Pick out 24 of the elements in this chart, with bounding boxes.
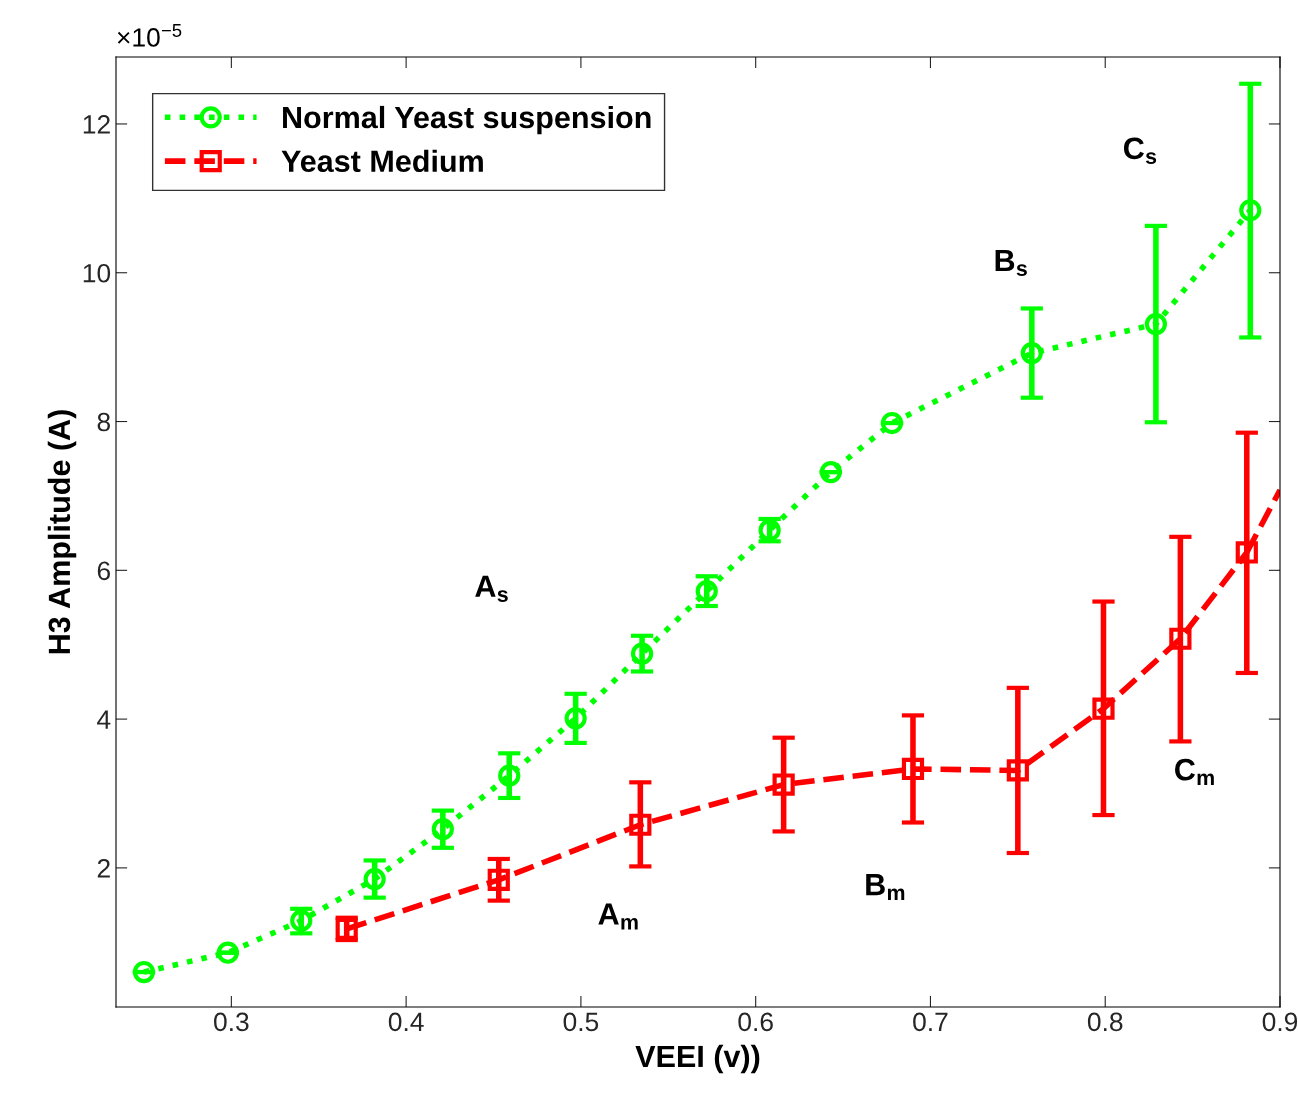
- annotation: B$_{m}$: [866, 874, 905, 900]
- annotation: C$_{s}$: [1124, 137, 1157, 164]
- y-tick-label: 2: [97, 859, 110, 878]
- legend-label: Yeast Medium: [281, 149, 483, 173]
- x-tick-label: 0.9: [1262, 1012, 1298, 1032]
- y-tick-label: 12: [83, 115, 110, 134]
- x-tick-label: 0.8: [1087, 1012, 1123, 1032]
- text: ×10$^{−5}$: [117, 24, 182, 47]
- x-tick-label: 0.5: [563, 1012, 599, 1032]
- legend-label: Normal Yeast suspension: [283, 105, 651, 135]
- y-tick-label: 6: [97, 561, 110, 581]
- annotation: A$_{s}$: [475, 575, 508, 602]
- x-axis-title: VEEI (v)): [635, 1044, 760, 1074]
- annotation: C$_{m}$: [1175, 758, 1214, 786]
- y-tick-label: 4: [97, 710, 111, 729]
- y-axis-title: H3 Amplitude (A): [47, 410, 77, 654]
- annotation: B$_{s}$: [995, 249, 1027, 277]
- annotation: A$_{m}$: [598, 903, 638, 930]
- x-tick-label: 0.7: [913, 1012, 948, 1032]
- x-tick-label: 0.4: [388, 1012, 424, 1032]
- y-tick-label: 10: [83, 263, 111, 283]
- x-tick-label: 0.3: [214, 1012, 249, 1032]
- x-tick-label: 0.6: [738, 1012, 773, 1032]
- y-tick-label: 8: [97, 412, 110, 432]
